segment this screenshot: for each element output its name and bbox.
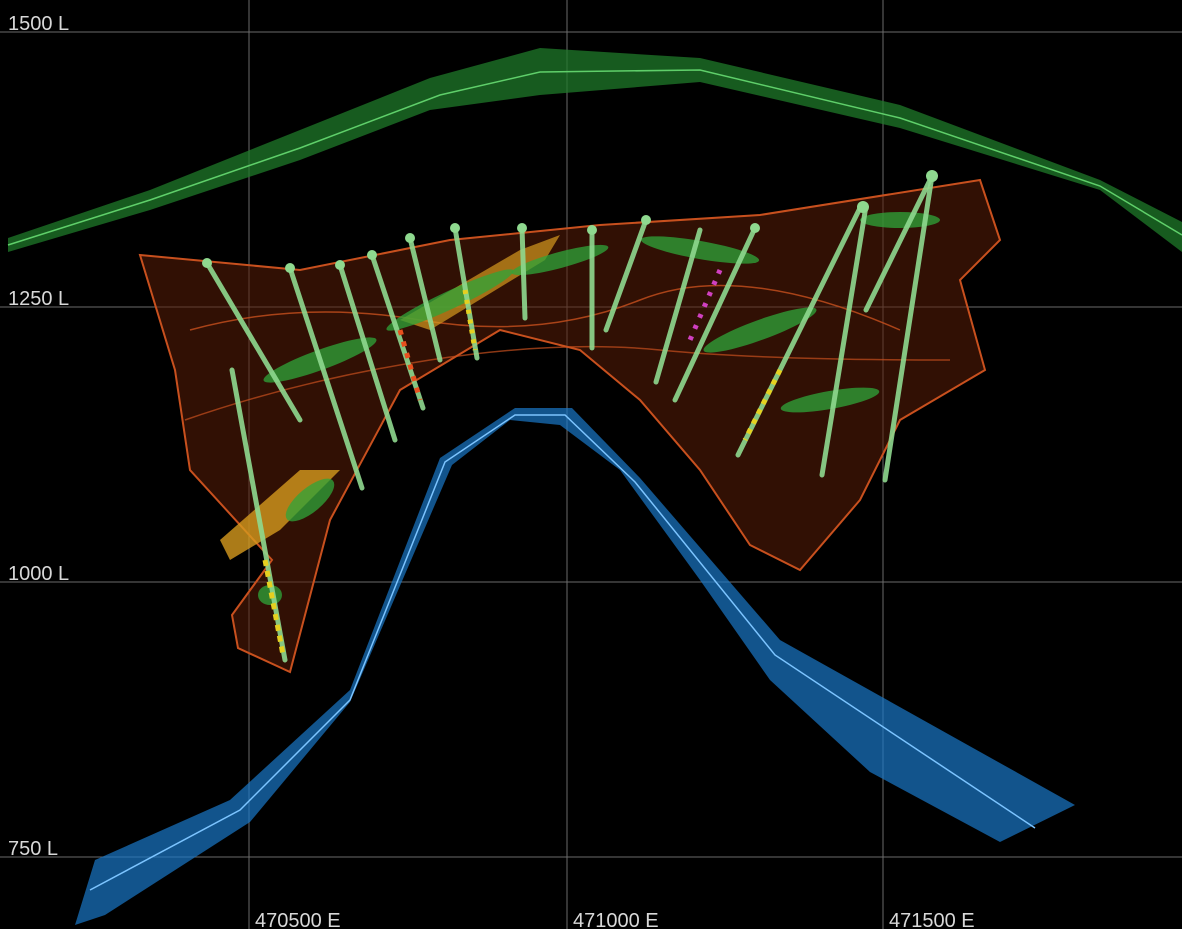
easting-label: 471500 E — [889, 910, 975, 929]
elevation-label: 1500 L — [8, 13, 69, 35]
collar — [641, 215, 651, 225]
collar — [450, 223, 460, 233]
collar — [587, 225, 597, 235]
collar — [335, 260, 345, 270]
collar — [367, 250, 377, 260]
collar — [750, 223, 760, 233]
easting-label: 470500 E — [255, 910, 341, 929]
page: 1500 L 1250 L 1000 L 750 L 470500 E 4710… — [0, 0, 1182, 929]
collar — [926, 170, 938, 182]
collar — [202, 258, 212, 268]
elevation-label: 1250 L — [8, 288, 69, 310]
elevation-label: 750 L — [8, 838, 58, 860]
easting-label: 471000 E — [573, 910, 659, 929]
section-view: 1500 L 1250 L 1000 L 750 L 470500 E 4710… — [0, 0, 1182, 929]
collar — [857, 201, 869, 213]
elevation-label: 1000 L — [8, 563, 69, 585]
collar — [285, 263, 295, 273]
drillhole — [522, 228, 525, 318]
collar — [405, 233, 415, 243]
collar — [517, 223, 527, 233]
